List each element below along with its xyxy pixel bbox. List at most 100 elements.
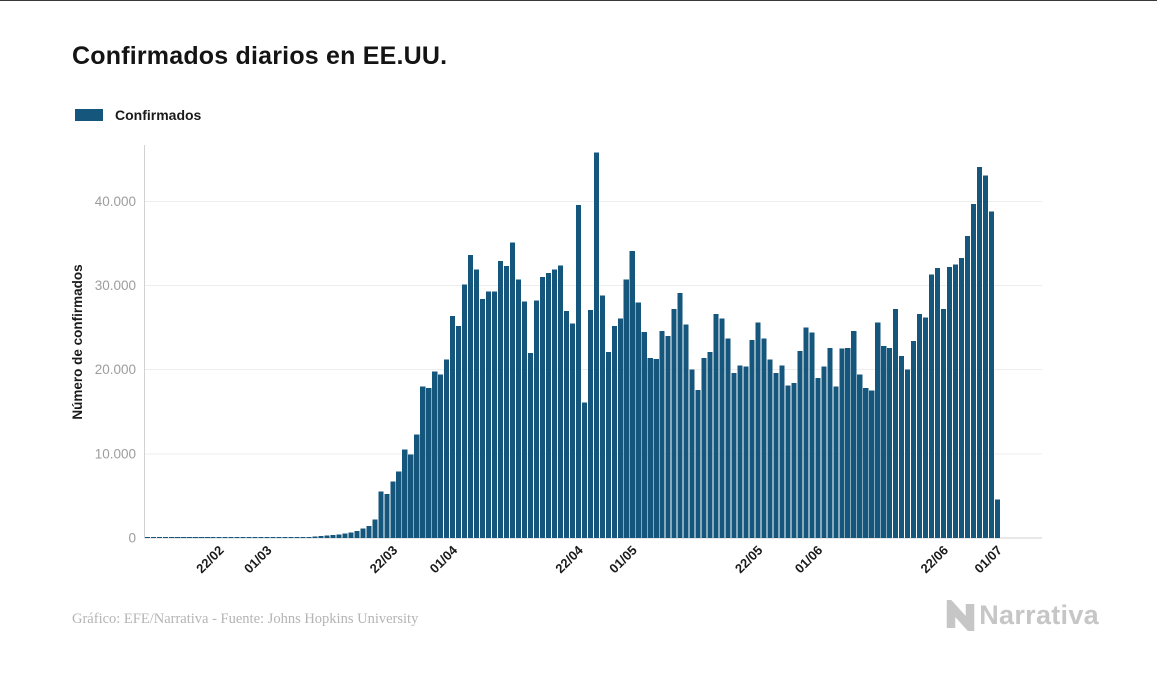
bar <box>198 537 204 538</box>
bar <box>557 265 563 538</box>
bar <box>509 242 516 538</box>
bar <box>893 309 899 538</box>
bar <box>988 211 995 539</box>
bar <box>468 255 474 539</box>
bar <box>881 346 887 538</box>
bar <box>162 537 168 538</box>
bar <box>414 434 420 538</box>
bar <box>737 365 743 538</box>
bar <box>713 314 719 538</box>
y-tick-label: 10.000 <box>95 446 136 461</box>
bar <box>504 266 510 538</box>
bar <box>150 537 156 538</box>
bar <box>647 357 653 538</box>
bar <box>378 491 384 538</box>
bar <box>911 341 917 538</box>
narrativa-n-icon <box>946 600 975 631</box>
bar <box>935 267 941 538</box>
bar <box>899 356 905 538</box>
bar <box>563 310 569 538</box>
page-title: Confirmados diarios en EE.UU. <box>72 42 448 70</box>
bar <box>222 537 228 538</box>
bar <box>743 366 749 538</box>
bar <box>599 295 605 538</box>
bar <box>587 309 593 538</box>
bar <box>905 369 911 538</box>
bar <box>533 300 540 538</box>
x-tick-label: 01/04 <box>427 542 461 576</box>
y-tick-label: 30.000 <box>95 278 136 293</box>
bar <box>342 533 348 538</box>
bar <box>970 203 977 538</box>
bar <box>671 309 677 538</box>
bar <box>767 359 773 538</box>
bar <box>569 323 575 538</box>
bar <box>432 371 438 538</box>
bar <box>581 402 587 538</box>
bar <box>270 537 276 538</box>
bar <box>288 537 294 538</box>
bar <box>749 340 755 538</box>
bar <box>964 235 971 538</box>
legend: Confirmados <box>75 107 201 123</box>
y-tick-label: 0 <box>128 531 136 546</box>
bar <box>336 534 342 538</box>
bar <box>725 338 731 538</box>
bar <box>761 338 767 538</box>
bar <box>994 499 1000 538</box>
bar <box>527 352 534 538</box>
bar <box>192 537 198 538</box>
bar <box>815 378 821 538</box>
x-tick-label: 22/04 <box>552 542 586 576</box>
bar <box>827 347 833 538</box>
bar <box>492 291 498 538</box>
bar <box>486 291 492 538</box>
bar <box>839 348 845 538</box>
bar <box>773 373 779 538</box>
bar <box>863 388 869 538</box>
bar <box>168 537 174 538</box>
bar <box>258 537 264 538</box>
bar <box>953 264 959 538</box>
bar <box>450 315 456 538</box>
x-tick-label: 01/05 <box>606 543 640 577</box>
bar <box>659 330 665 538</box>
x-tick-label: 01/06 <box>792 543 826 577</box>
bar <box>144 537 150 538</box>
bar <box>982 175 989 539</box>
bar <box>498 261 504 538</box>
bar <box>653 358 659 538</box>
bar <box>923 317 929 538</box>
bar <box>683 324 689 538</box>
y-tick-label: 40.000 <box>95 194 136 209</box>
bar <box>731 373 737 538</box>
x-tick-label: 22/06 <box>918 543 952 577</box>
bar <box>276 537 282 538</box>
bar <box>623 279 629 538</box>
bar <box>665 336 671 538</box>
bar <box>875 322 881 538</box>
x-tick-label: 22/05 <box>732 543 766 577</box>
bar <box>156 537 162 538</box>
bar <box>976 166 983 538</box>
bar <box>803 327 809 538</box>
x-tick-label: 01/07 <box>971 543 1005 577</box>
bar <box>947 267 953 538</box>
bar <box>797 351 803 538</box>
bar <box>438 374 444 538</box>
bar <box>641 331 647 538</box>
bar <box>515 279 522 538</box>
bar <box>426 388 432 538</box>
bar <box>204 537 210 538</box>
bar <box>186 537 192 538</box>
bar <box>228 537 234 538</box>
bar <box>396 471 402 538</box>
bar <box>390 481 396 538</box>
bar <box>929 274 935 538</box>
bar <box>402 449 408 538</box>
x-tick-label: 22/03 <box>367 543 401 577</box>
bar <box>216 537 222 538</box>
bar <box>809 332 815 538</box>
bar <box>869 390 875 538</box>
